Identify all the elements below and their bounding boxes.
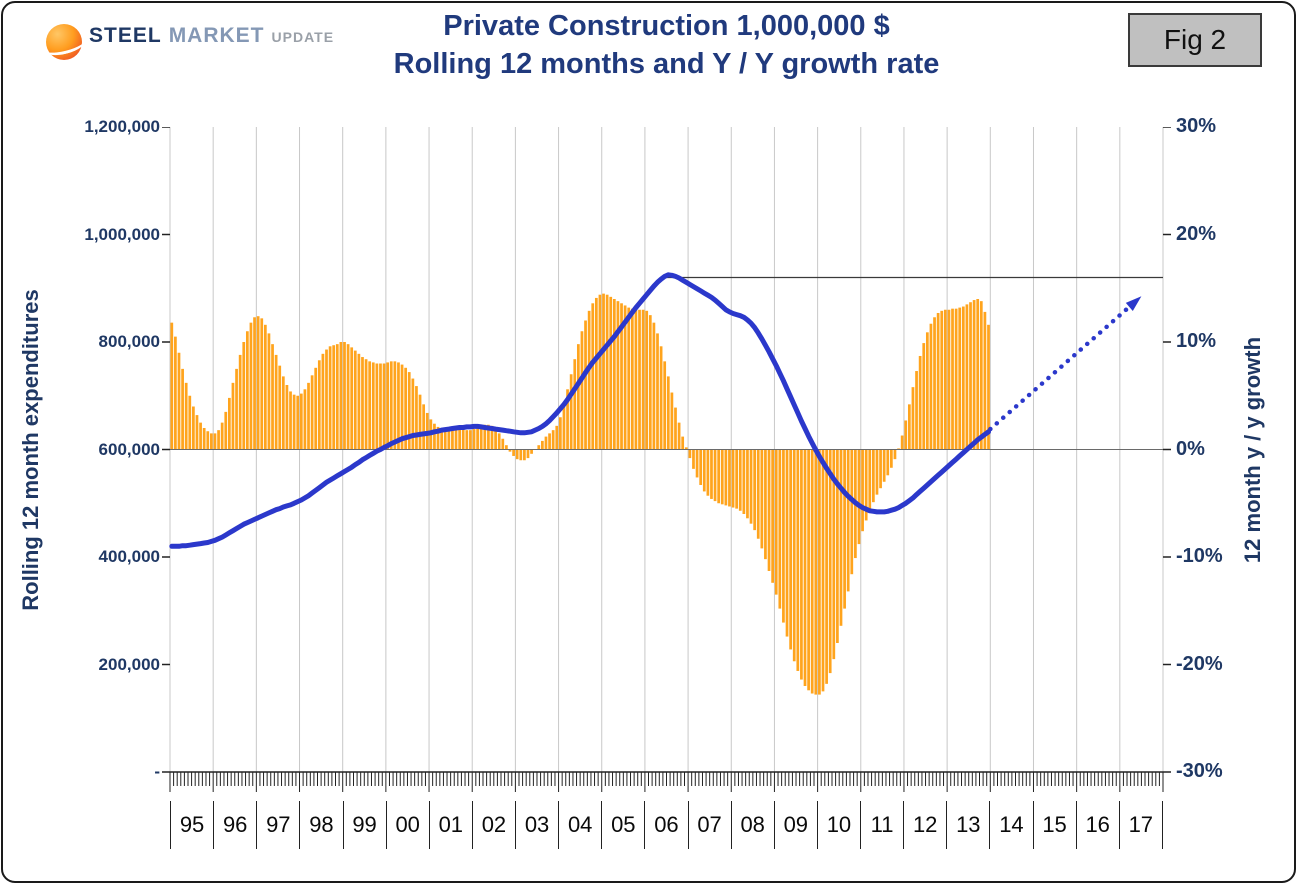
right-axis-tick-label: -10% (1176, 545, 1223, 567)
x-axis-year-labels: 95 96 97 98 99 00 01 02 03 04 05 06 07 08 09 10 11 12 13 14… (170, 801, 1163, 849)
figure-number-badge: Fig 2 (1128, 13, 1262, 67)
right-axis-tick-label: -20% (1176, 652, 1223, 675)
chart-title-line2: Rolling 12 months and Y / Y growth rate (393, 47, 940, 80)
figure-number-label: Fig 2 (1163, 24, 1227, 55)
x-axis-year-label: 06 (644, 801, 687, 849)
right-axis-tick-label: 10% (1176, 330, 1217, 352)
x-axis-year-label: 13 (946, 801, 989, 849)
x-axis-year-label: 02 (471, 801, 515, 849)
logo-text-steel: STEEL (89, 24, 162, 47)
left-axis-tick-label: 1,000,000 (84, 224, 160, 244)
left-axis-tick-label: 1,200,000 (84, 117, 160, 136)
x-axis-year-label: 11 (860, 801, 903, 849)
chart-title: Private Construction 1,000,000 $ Rolling… (170, 8, 1163, 83)
logo-globe-icon (39, 24, 89, 60)
x-axis-year-label: 14 (989, 801, 1032, 849)
x-axis-year-label: 00 (385, 801, 429, 849)
steel-market-update-logo: STEEL MARKET UPDATE (39, 24, 335, 60)
logo-text-update: UPDATE (271, 29, 335, 45)
x-axis-year-label: 01 (428, 801, 472, 849)
logo-swoosh-icon (39, 27, 89, 60)
x-axis-year-label: 12 (903, 801, 946, 849)
x-axis-year-label: 99 (342, 801, 386, 849)
chart-canvas (162, 127, 1171, 792)
x-axis-year-label: 98 (299, 801, 342, 849)
chart-title-line1: Private Construction 1,000,000 $ (443, 10, 890, 42)
left-axis-tick-label: 600,000 (98, 439, 160, 459)
left-axis-tick-label: - (154, 762, 160, 781)
x-axis-year-label: 07 (687, 801, 731, 849)
left-axis-tick-label: 200,000 (98, 654, 160, 674)
x-axis-year-label: 96 (213, 801, 256, 849)
x-axis-year-label: 97 (256, 801, 299, 849)
right-axis-tick-label: 30% (1176, 115, 1217, 137)
x-axis-year-label: 95 (170, 801, 213, 849)
x-axis-year-label: 17 (1118, 801, 1163, 849)
x-axis-year-label: 04 (558, 801, 601, 849)
x-axis-year-label: 15 (1032, 801, 1076, 849)
right-axis-tick-label: -30% (1176, 760, 1223, 782)
x-axis-year-label: 05 (601, 801, 644, 849)
x-axis-year-label: 16 (1075, 801, 1119, 849)
left-axis-tick-label: 800,000 (98, 332, 160, 351)
x-axis-year-label: 03 (515, 801, 558, 849)
right-axis-tick-label: 0% (1176, 437, 1205, 460)
x-axis-year-label: 09 (773, 801, 817, 849)
x-axis-year-label: 10 (816, 801, 860, 849)
logo-text-market: MARKET (168, 24, 265, 47)
left-axis-tick-label: 400,000 (98, 547, 160, 566)
right-axis-tick-label: 20% (1176, 222, 1217, 245)
x-axis-year-label: 08 (730, 801, 774, 849)
